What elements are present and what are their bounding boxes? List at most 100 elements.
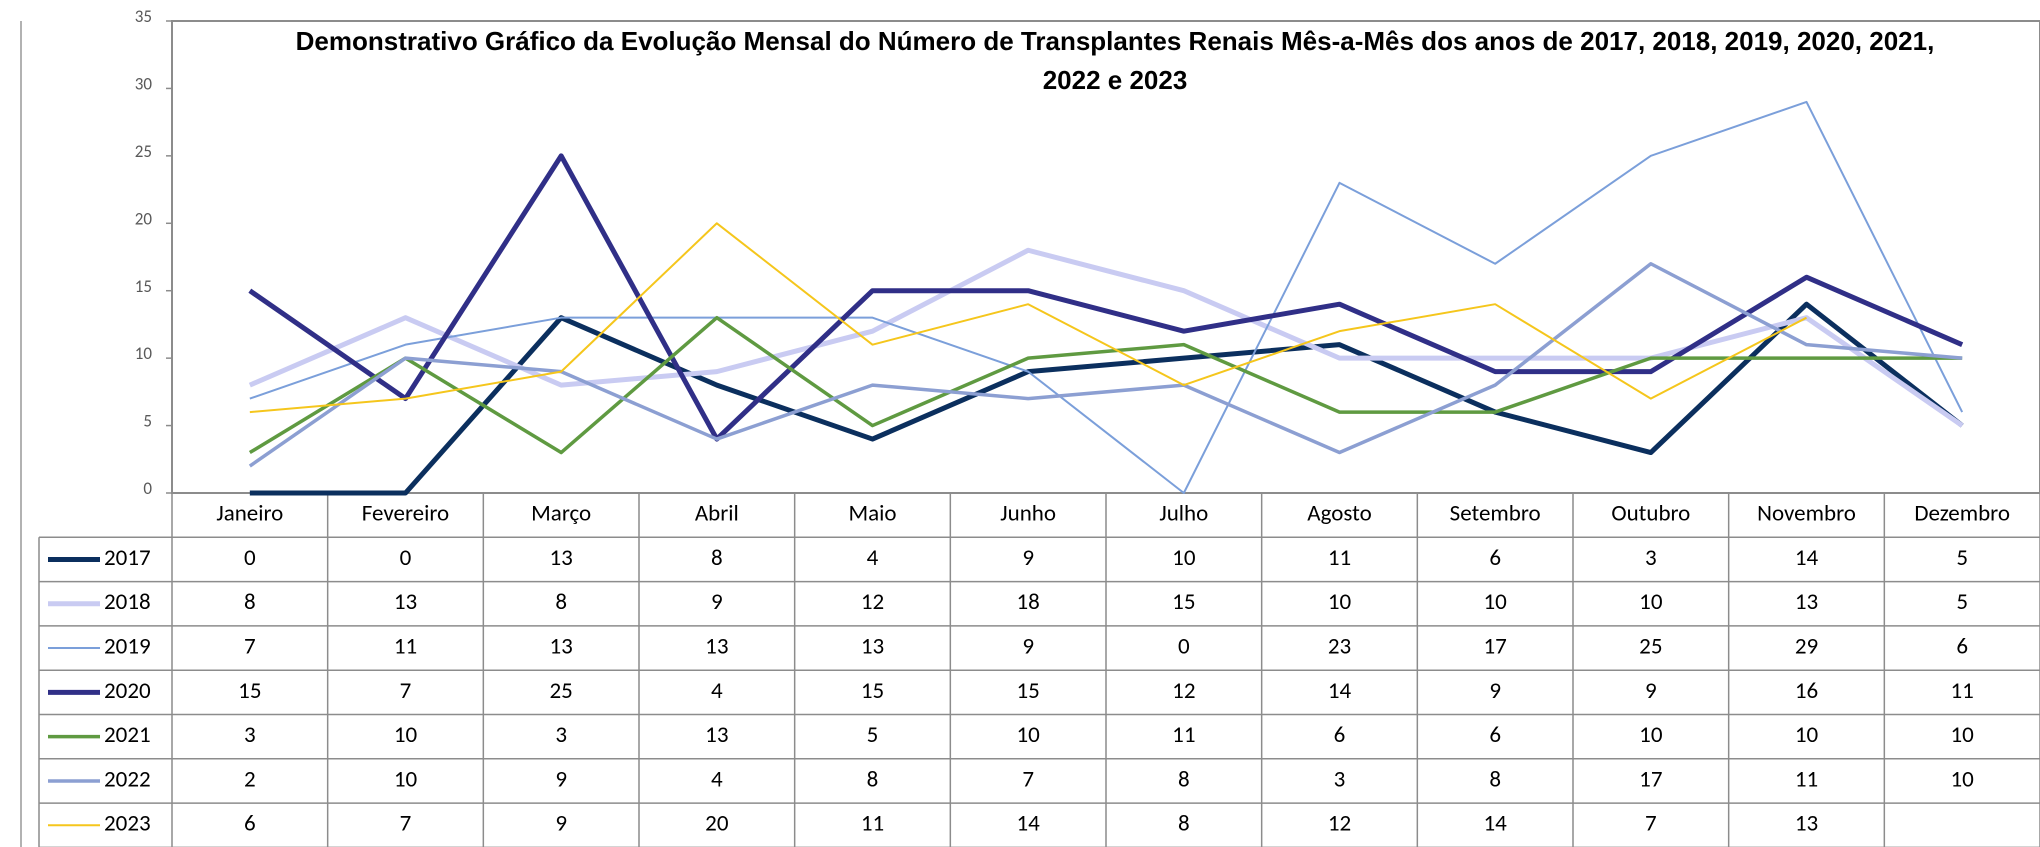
table-value: 10 xyxy=(1795,721,1819,749)
table-value: 9 xyxy=(1022,544,1034,572)
x-tick-label: Outubro xyxy=(1611,500,1690,528)
table-value: 4 xyxy=(711,765,723,793)
legend-label: 2021 xyxy=(104,721,151,749)
x-tick-label: Maio xyxy=(848,500,896,528)
table-value: 11 xyxy=(1795,765,1818,793)
x-tick-label: Julho xyxy=(1159,500,1208,528)
table-value: 15 xyxy=(1017,677,1040,705)
table-value: 6 xyxy=(1489,544,1501,572)
table-value: 10 xyxy=(1172,544,1196,572)
table-value: 13 xyxy=(705,633,728,661)
x-tick-label: Abril xyxy=(695,500,739,528)
table-value: 7 xyxy=(1022,765,1034,793)
y-tick-label: 35 xyxy=(135,6,152,27)
table-value: 10 xyxy=(394,721,418,749)
table-value: 11 xyxy=(1951,677,1974,705)
table-value: 5 xyxy=(1956,588,1968,616)
table-value: 13 xyxy=(861,633,884,661)
table-value: 15 xyxy=(1172,588,1195,616)
table-value: 11 xyxy=(1172,721,1195,749)
table-value: 25 xyxy=(1639,633,1662,661)
y-tick-label: 30 xyxy=(135,73,153,94)
table-value: 8 xyxy=(1178,765,1190,793)
x-tick-label: Novembro xyxy=(1757,500,1856,528)
y-tick-label: 10 xyxy=(135,343,153,364)
table-value: 0 xyxy=(244,544,256,572)
legend-label: 2023 xyxy=(104,810,151,838)
table-value: 4 xyxy=(867,544,879,572)
table-value: 7 xyxy=(1645,810,1657,838)
chart-title: Demonstrativo Gráfico da Evolução Mensal… xyxy=(295,26,1935,95)
table-value: 3 xyxy=(1645,544,1657,572)
series-line xyxy=(248,153,1964,442)
legend-label: 2019 xyxy=(104,633,151,661)
table-value: 2 xyxy=(244,765,256,793)
x-tick-label: Dezembro xyxy=(1914,500,2010,528)
table-value: 20 xyxy=(705,810,729,838)
table-value: 15 xyxy=(238,677,261,705)
table-value: 14 xyxy=(1484,810,1508,838)
table-value: 18 xyxy=(1017,588,1040,616)
table-value: 9 xyxy=(1645,677,1657,705)
table-value: 12 xyxy=(1172,677,1195,705)
table-value: 10 xyxy=(1951,765,1975,793)
table-value: 6 xyxy=(1956,633,1968,661)
x-tick-label: Setembro xyxy=(1450,500,1541,528)
table-value: 0 xyxy=(1178,633,1190,661)
x-tick-label: Junho xyxy=(1000,500,1056,528)
series-line xyxy=(249,100,1964,494)
x-tick-label: Janeiro xyxy=(216,500,283,528)
table-value: 12 xyxy=(861,588,884,616)
table-value: 14 xyxy=(1328,677,1352,705)
y-tick-label: 20 xyxy=(135,208,153,229)
table-value: 4 xyxy=(711,677,723,705)
table-value: 13 xyxy=(1795,810,1818,838)
table-value: 17 xyxy=(1639,765,1662,793)
table-value: 13 xyxy=(394,588,417,616)
table-value: 9 xyxy=(1489,677,1501,705)
y-tick-label: 0 xyxy=(143,478,152,499)
table-value: 14 xyxy=(1017,810,1041,838)
table-value: 8 xyxy=(1489,765,1501,793)
table-value: 5 xyxy=(1956,544,1968,572)
x-tick-label: Agosto xyxy=(1307,500,1371,528)
table-value: 7 xyxy=(400,677,412,705)
table-value: 13 xyxy=(705,721,728,749)
series-line xyxy=(248,261,1963,468)
y-tick-label: 5 xyxy=(143,411,152,432)
table-value: 10 xyxy=(1639,588,1663,616)
table-value: 6 xyxy=(1334,721,1346,749)
series-line xyxy=(249,222,1807,414)
table-value: 10 xyxy=(1017,721,1041,749)
legend-label: 2017 xyxy=(104,544,151,572)
table-value: 10 xyxy=(394,765,418,793)
table-value: 8 xyxy=(1178,810,1190,838)
table-value: 12 xyxy=(1328,810,1351,838)
table-value: 11 xyxy=(394,633,417,661)
table-value: 8 xyxy=(711,544,723,572)
table-value: 10 xyxy=(1639,721,1663,749)
table-value: 7 xyxy=(400,810,412,838)
y-tick-label: 15 xyxy=(135,276,152,297)
table-value: 15 xyxy=(861,677,884,705)
table-value: 9 xyxy=(555,765,567,793)
table-value: 14 xyxy=(1795,544,1819,572)
table-value: 8 xyxy=(555,588,567,616)
legend-label: 2020 xyxy=(104,677,151,705)
table-value: 25 xyxy=(550,677,573,705)
table-value: 9 xyxy=(555,810,567,838)
table-value: 23 xyxy=(1328,633,1351,661)
legend-label: 2022 xyxy=(104,765,151,793)
table-value: 10 xyxy=(1951,721,1975,749)
table-value: 17 xyxy=(1484,633,1507,661)
table-value: 13 xyxy=(550,633,573,661)
table-value: 6 xyxy=(1489,721,1501,749)
table-value: 10 xyxy=(1484,588,1508,616)
y-tick-label: 25 xyxy=(135,141,152,162)
series-line xyxy=(248,315,1963,455)
table-value: 9 xyxy=(711,588,723,616)
legend-label: 2018 xyxy=(104,588,151,616)
table-value: 8 xyxy=(244,588,256,616)
